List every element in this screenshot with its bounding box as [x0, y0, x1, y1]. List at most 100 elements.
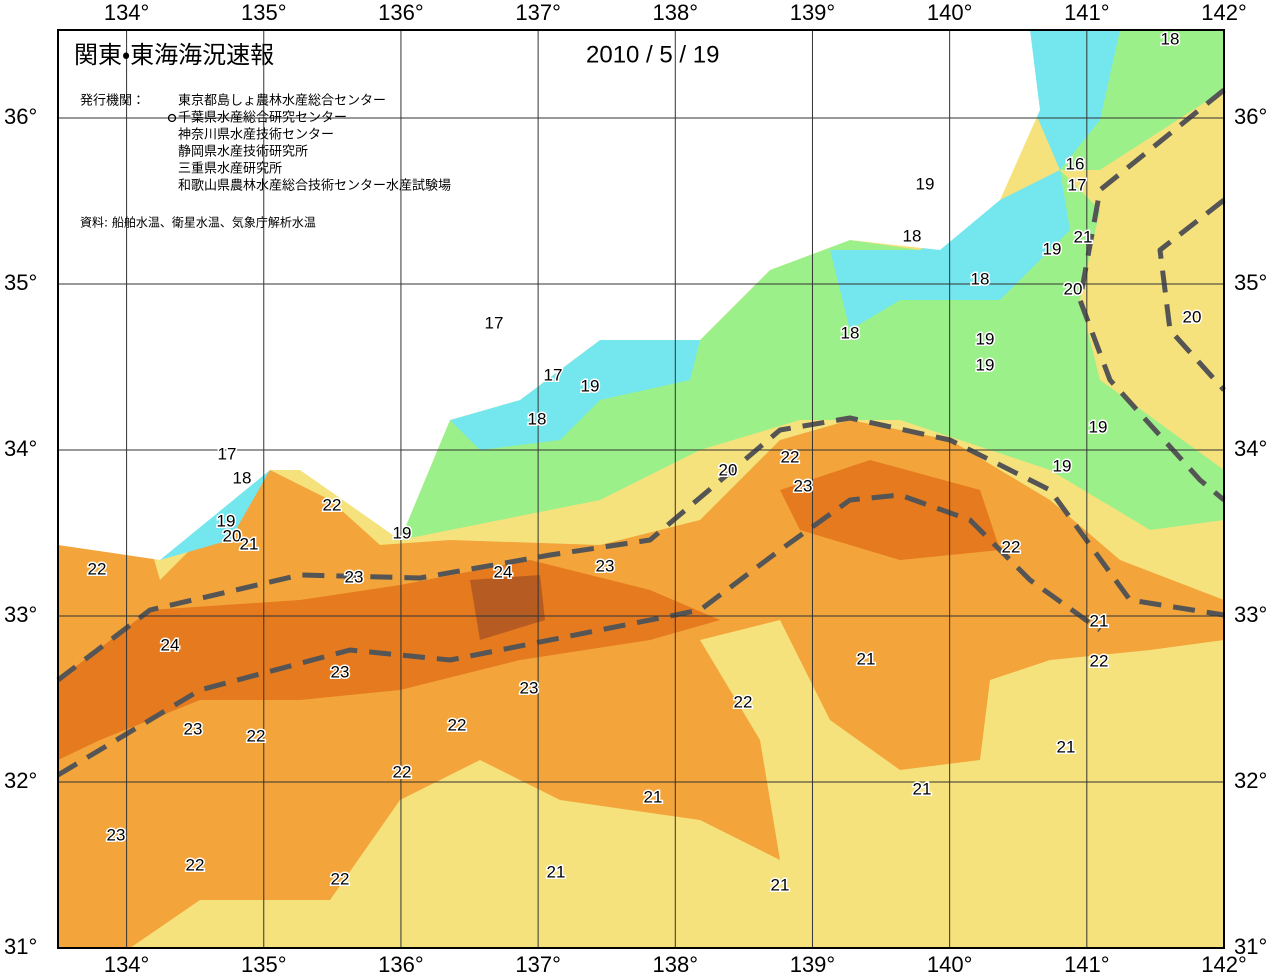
map-frame [57, 29, 1225, 949]
contour-label: 21 [1090, 611, 1109, 630]
lon-label: 135° [241, 0, 287, 25]
contour-label: 19 [217, 511, 236, 530]
current-axes [56, 88, 1226, 778]
land [58, 30, 1040, 560]
contour-label: 20 [719, 460, 738, 479]
contour-label: 18 [971, 269, 990, 288]
publishers: 東京都島しょ農林水産総合センター千葉県水産総合研究センター神奈川県水産技術センタ… [178, 93, 451, 194]
contour-label: 19 [976, 355, 995, 374]
contour-label: 23 [794, 476, 813, 495]
lat-label: 31° [4, 934, 37, 959]
contour-label: 23 [345, 567, 364, 586]
publisher-label: 発行機関： [80, 94, 145, 109]
contour-label: 19 [1053, 456, 1072, 475]
contour-label: 22 [393, 762, 412, 781]
contour-label: 24 [161, 635, 180, 654]
date: 2010 / 5 / 19 [586, 41, 719, 68]
contour-label: 22 [186, 855, 205, 874]
contour-label: 21 [1057, 737, 1076, 756]
lon-label: 142° [1201, 0, 1247, 25]
lat-label: 33° [4, 602, 37, 627]
contour-label: 24 [494, 562, 513, 581]
contour-label: 23 [107, 825, 126, 844]
dark-orange-water [58, 560, 720, 760]
lat-label: 35° [4, 270, 37, 295]
contour-label: 17 [544, 365, 563, 384]
contour-label: 17 [218, 444, 237, 463]
lon-label: 136° [378, 952, 424, 977]
lon-label: 140° [927, 0, 973, 25]
contour-label: 22 [1090, 651, 1109, 670]
contour-label: 20 [1064, 279, 1083, 298]
front-line [1157, 198, 1226, 392]
contour-label: 22 [247, 726, 266, 745]
title: 関東・東海海況速報 [74, 41, 274, 69]
kuroshio-edge [56, 492, 1102, 778]
contour-label: 23 [520, 678, 539, 697]
contour-label: 22 [781, 447, 800, 466]
lon-label: 134° [104, 0, 150, 25]
contour-label: 21 [771, 875, 790, 894]
contour-label: 18 [841, 323, 860, 342]
contour-labels: 18 16 17 19 18 21 19 18 20 20 17 18 19 19 17 19 18 19 17 22… [86, 28, 1203, 896]
contour-label: 21 [913, 779, 932, 798]
lat-label: 32° [1234, 768, 1267, 793]
contour-label: 22 [734, 692, 753, 711]
contour-label: 22 [88, 559, 107, 578]
contour-label: 19 [1043, 239, 1062, 258]
lon-label: 139° [790, 0, 836, 25]
sources: 資料: 船舶水温、衛星水温、気象庁解析水温 [80, 215, 316, 230]
lon-label: 138° [653, 0, 699, 25]
contour-label: 22 [323, 495, 342, 514]
contour-label: 20 [223, 526, 242, 545]
contour-label: 20 [1183, 307, 1202, 326]
cold-water [450, 340, 700, 450]
lon-label: 137° [515, 0, 561, 25]
contour-label: 17 [485, 313, 504, 332]
lat-label: 34° [4, 436, 37, 461]
contour-label: 23 [596, 556, 615, 575]
dark-orange-water [780, 460, 1000, 560]
contour-label: 18 [233, 468, 252, 487]
contour-label: 21 [857, 649, 876, 668]
publisher: 三重県水産研究所 [178, 161, 282, 177]
contour-label: 16 [1066, 154, 1085, 173]
lat-label: 34° [1234, 436, 1267, 461]
lat-label: 36° [4, 104, 37, 129]
contour-label: 17 [1068, 175, 1087, 194]
lon-label: 136° [378, 0, 424, 25]
lat-label: 35° [1234, 270, 1267, 295]
lon-label: 142° [1201, 952, 1247, 977]
cold-water [1030, 30, 1120, 170]
contour-label: 18 [528, 409, 547, 428]
lon-label: 137° [515, 952, 561, 977]
lat-label: 36° [1234, 104, 1267, 129]
kuroshio-edge [56, 415, 1225, 682]
lat-label: 32° [4, 768, 37, 793]
lat-label: 33° [1234, 602, 1267, 627]
contour-label: 19 [581, 376, 600, 395]
contour-label: 22 [1002, 537, 1021, 556]
marker [167, 113, 177, 123]
contour-label: 21 [1074, 227, 1093, 246]
contour-label: 21 [644, 787, 663, 806]
contour-label: 23 [331, 662, 350, 681]
lon-label: 139° [790, 952, 836, 977]
front-line [1077, 88, 1226, 502]
contour-label: 19 [916, 174, 935, 193]
hot-core [470, 575, 545, 640]
contour-label: 22 [448, 715, 467, 734]
lon-label: 141° [1064, 952, 1110, 977]
contour-label: 23 [184, 719, 203, 738]
contour-label: 18 [1161, 29, 1180, 48]
publisher: 東京都島しょ農林水産総合センター [178, 93, 386, 109]
publisher: 千葉県水産総合研究センター [178, 110, 347, 126]
lon-label: 141° [1064, 0, 1110, 25]
publisher: 静岡県水産技術研究所 [178, 144, 308, 160]
publisher: 神奈川県水産技術センター [178, 127, 334, 143]
contour-label: 18 [903, 226, 922, 245]
lon-label: 135° [241, 952, 287, 977]
contour-label: 21 [547, 862, 566, 881]
